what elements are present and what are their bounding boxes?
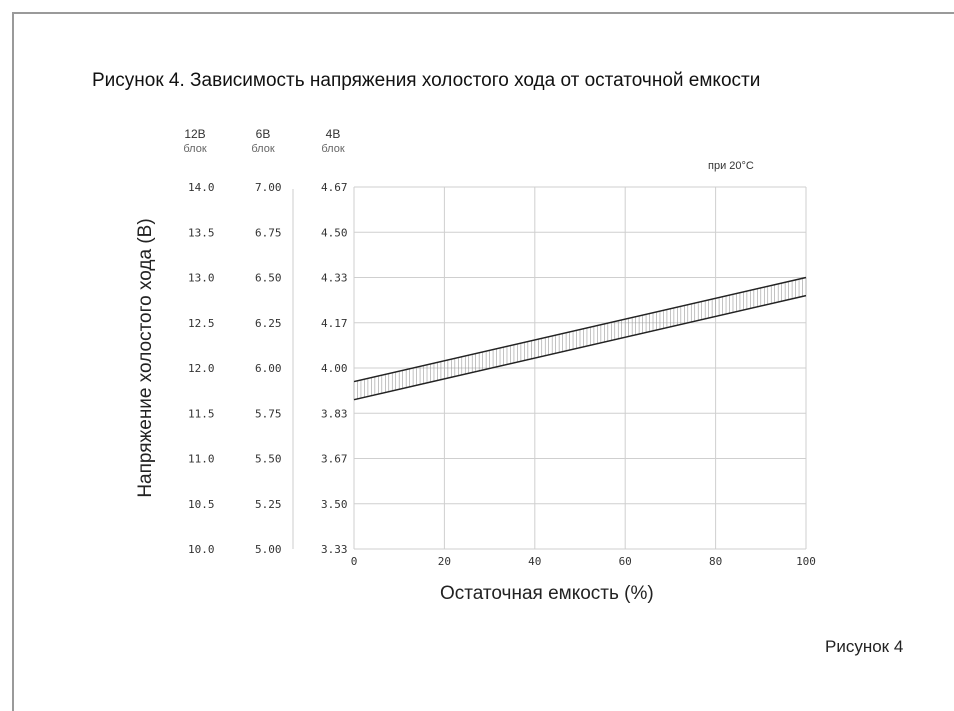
axis-header-12v: 12В блок: [175, 127, 215, 157]
y-tick-label: 4.33: [321, 272, 348, 285]
y-tick-label: 3.67: [321, 453, 348, 466]
x-tick-label: 80: [709, 555, 722, 568]
axis-header-12v-sub: блок: [183, 143, 207, 155]
x-tick-label: 60: [619, 555, 632, 568]
x-tick-label: 20: [438, 555, 451, 568]
series-lower-line: [353, 294, 807, 401]
chart-title: Рисунок 4. Зависимость напряжения холост…: [92, 70, 761, 91]
y-tick-label: 6.25: [255, 317, 282, 330]
series-upper-line: [353, 276, 807, 383]
figure-caption: Рисунок 4: [825, 637, 904, 656]
y-tick-label: 5.50: [255, 453, 282, 466]
axis-header-12v-label: 12В: [184, 127, 206, 141]
y-tick-label: 10.5: [188, 498, 215, 511]
y-tick-label: 6.75: [255, 226, 282, 239]
y-tick-label: 4.67: [321, 181, 348, 194]
y-tick-label: 13.5: [188, 226, 215, 239]
y-tick-label: 3.33: [321, 543, 348, 556]
x-tick-label: 100: [796, 555, 816, 568]
y-tick-label: 12.5: [188, 317, 215, 330]
window-frame: [12, 12, 954, 711]
axis-header-4v: 4В блок: [316, 127, 350, 157]
y-tick-label: 12.0: [188, 362, 215, 375]
axis-header-4v-sub: блок: [321, 143, 345, 155]
temperature-note: при 20°C: [708, 160, 754, 172]
x-tick-label: 40: [528, 555, 541, 568]
y-tick-label: 4.17: [321, 317, 348, 330]
x-axis-label: Остаточная емкость (%): [440, 583, 654, 604]
y-tick-label: 14.0: [188, 181, 215, 194]
axis-header-6v: 6В блок: [243, 127, 283, 157]
y-tick-label: 11.5: [188, 407, 215, 420]
y-tick-label: 5.25: [255, 498, 282, 511]
y-tick-label: 13.0: [188, 272, 215, 285]
axis-header-4v-label: 4В: [325, 127, 341, 141]
y-tick-label: 11.0: [188, 453, 215, 466]
y-tick-label: 3.50: [321, 498, 348, 511]
y-tick-label: 4.50: [321, 226, 348, 239]
axis-header-6v-sub: блок: [251, 143, 275, 155]
x-tick-label: 0: [351, 555, 358, 568]
y-tick-label: 10.0: [188, 543, 215, 556]
y-tick-label: 6.00: [255, 362, 282, 375]
y-tick-label: 3.83: [321, 407, 348, 420]
axis-header-6v-label: 6В: [255, 127, 271, 141]
y-tick-label: 4.00: [321, 362, 348, 375]
y-tick-label: 5.00: [255, 543, 282, 556]
y-tick-label: 5.75: [255, 407, 282, 420]
y-tick-label: 7.00: [255, 181, 282, 194]
y-tick-label: 6.50: [255, 272, 282, 285]
